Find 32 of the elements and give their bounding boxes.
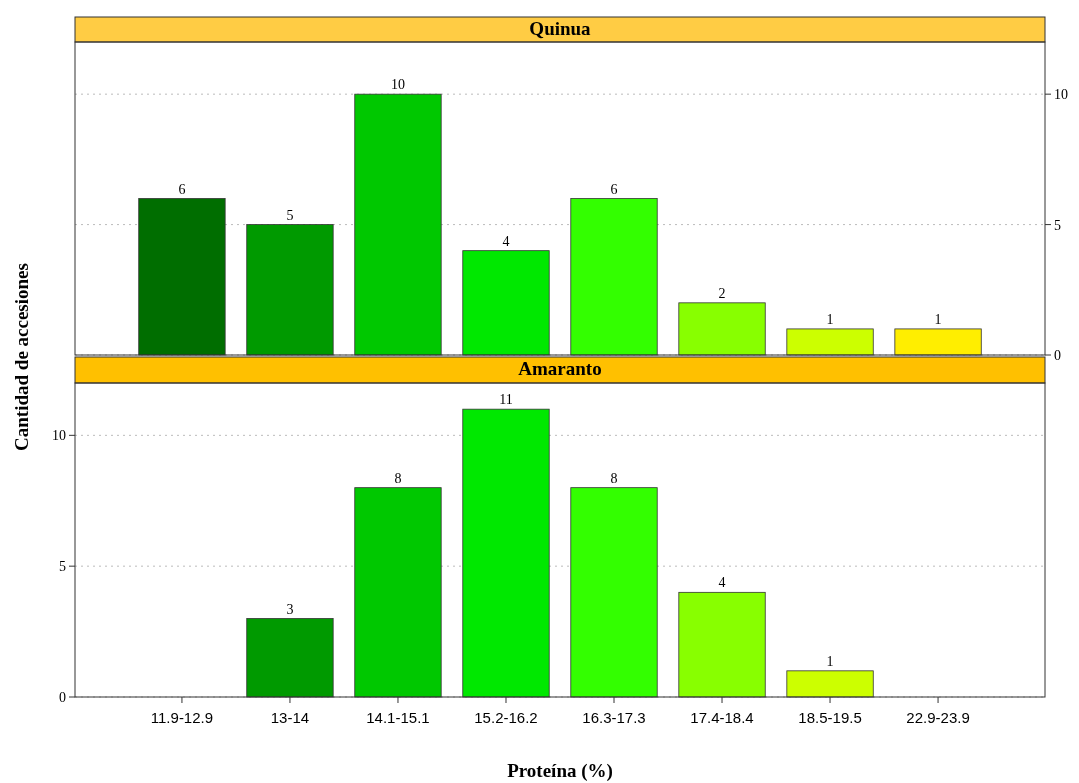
x-tick-label: 17.4-18.4 (690, 709, 754, 726)
data-label: 1 (934, 311, 942, 327)
chart-title: Quinua (529, 18, 592, 39)
data-label: 4 (502, 233, 510, 249)
y-tick-label: 10 (52, 428, 66, 444)
chart-title: Amaranto (518, 358, 602, 379)
x-axis-title: Proteína (%) (507, 760, 613, 782)
x-tick-label: 18.5-19.5 (798, 709, 862, 726)
x-tick-label: 22.9-23.9 (906, 709, 970, 726)
data-label: 11 (499, 392, 513, 408)
data-label: 1 (826, 311, 834, 327)
data-label: 5 (286, 207, 294, 223)
y-tick-label: 5 (1054, 217, 1061, 233)
x-tick-label: 16.3-17.3 (582, 709, 646, 726)
x-tick-label: 15.2-16.2 (474, 709, 538, 726)
data-label: 8 (610, 470, 618, 486)
x-tick-label: 13-14 (270, 709, 310, 726)
data-label: 8 (394, 470, 402, 486)
y-tick-label: 0 (1054, 348, 1061, 363)
data-label: 10 (390, 77, 405, 93)
data-label: 2 (718, 285, 726, 301)
y-tick-label: 5 (59, 559, 66, 575)
data-label: 6 (178, 181, 186, 197)
y-axis-title: Cantidad de accesiones (11, 263, 32, 451)
y-tick-label: 10 (1054, 87, 1068, 103)
data-label: 6 (610, 181, 618, 197)
x-tick-label: 14.1-15.1 (366, 709, 430, 726)
x-tick-label: 11.9-12.9 (150, 709, 214, 726)
data-label: 1 (826, 653, 834, 669)
data-label: 4 (718, 575, 726, 591)
y-tick-label: 0 (59, 690, 66, 705)
data-label: 3 (286, 601, 294, 617)
